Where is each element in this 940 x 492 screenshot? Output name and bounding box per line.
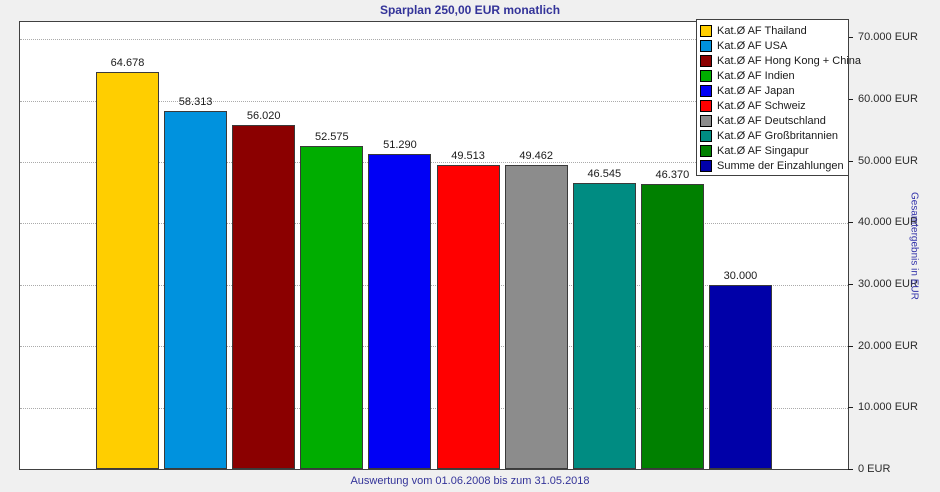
bar-slot: 49.462 [504,22,568,469]
gridline [20,284,848,286]
bar-slot: 46.370 [640,22,704,469]
legend-label: Kat.Ø AF Deutschland [717,114,826,127]
gridline [20,161,848,163]
legend-label: Kat.Ø AF Singapur [717,144,809,157]
gridline [20,407,848,409]
bar-slot: 46.545 [572,22,636,469]
legend-swatch [700,99,712,112]
legend-item: Kat.Ø AF Indien [700,68,845,83]
y-axis-tick-label: 70.000 EUR [858,31,918,44]
bar [232,125,296,469]
y-axis-tick-label: 30.000 EUR [858,277,918,290]
y-axis-tick [848,160,853,162]
y-axis-tick [848,98,853,100]
bar-value-label: 52.575 [315,131,349,144]
gridline [20,39,848,41]
bar [708,284,772,469]
y-axis-title: Gesamtergebnis in EUR [906,21,922,470]
legend-swatch [700,129,712,142]
bar-slot: 30.000 [708,22,772,469]
legend-swatch [700,69,712,82]
y-axis-tick [848,37,853,39]
y-axis-tick-label: 20.000 EUR [858,339,918,352]
bar-value-label: 49.513 [451,150,485,162]
legend-label: Kat.Ø AF Indien [717,69,795,82]
bar-value-label: 51.290 [383,139,417,152]
chart-title: Sparplan 250,00 EUR monatlich [379,3,561,17]
bar [436,165,500,469]
legend-swatch [700,159,712,172]
footer-caption: Auswertung vom 01.06.2008 bis zum 31.05.… [350,475,590,487]
legend-item: Kat.Ø AF Thailand [700,23,845,38]
bar-value-label: 49.462 [519,150,553,163]
y-axis-tick [848,222,853,224]
legend-item: Kat.Ø AF Großbritannien [700,128,845,143]
legend-item: Kat.Ø AF Schweiz [700,98,845,113]
legend-label: Summe der Einzahlungen [717,159,844,172]
gridline [20,100,848,102]
legend-label: Kat.Ø AF Thailand [717,24,807,37]
bar-slot: 51.290 [368,22,432,469]
y-axis: 70.000 EUR 60.000 EUR 50.000 EUR 40.000 EUR… [848,21,940,475]
legend-item: Kat.Ø AF USA [700,38,845,53]
y-axis-tick [848,469,853,470]
legend-swatch [700,144,712,157]
bars-region: 64.678 58.313 56.020 52.575 51.290 49.513 49.4… [96,22,772,469]
bar [640,184,704,469]
legend-item: Kat.Ø AF Hong Kong + China [700,53,861,68]
bar [164,110,228,469]
legend-item: Kat.Ø AF Singapur [700,143,845,158]
legend: Kat.Ø AF Thailand Kat.Ø AF USA Kat.Ø AF Ho… [696,19,861,176]
y-axis-tick-label: 50.000 EUR [858,154,918,167]
legend-swatch [700,54,712,67]
bar-value-label: 30.000 [723,269,758,282]
bar [300,146,364,469]
bar-value-label: 46.370 [655,169,690,182]
legend-label: Kat.Ø AF Großbritannien [717,129,839,142]
legend-swatch [700,39,712,52]
bar-value-label: 56.020 [246,110,281,123]
bar [368,154,432,469]
legend-swatch [700,84,712,97]
legend-swatch [700,114,712,127]
y-axis-tick-label: 40.000 EUR [858,216,918,229]
legend-label: Kat.Ø AF Schweiz [717,99,806,112]
y-axis-title-text: Gesamtergebnis in EUR [908,191,920,300]
gridline [20,223,848,225]
gridline [20,346,848,348]
legend-swatch [700,24,712,37]
bar-slot: 64.678 [96,22,159,469]
bar [572,183,636,469]
legend-item: Summe der Einzahlungen [700,158,845,173]
y-axis-tick [848,345,853,347]
bar-value-label: 64.678 [110,56,145,69]
bar-slot: 58.313 [164,22,228,469]
legend-label: Kat.Ø AF Hong Kong + China [717,54,862,67]
bar-value-label: 58.313 [178,95,213,108]
legend-item: Kat.Ø AF Japan [700,83,845,98]
legend-label: Kat.Ø AF USA [717,39,788,52]
bar [504,165,568,469]
y-axis-tick [848,283,853,285]
bar-slot: 49.513 [436,22,500,469]
legend-item: Kat.Ø AF Deutschland [700,113,845,128]
y-axis-tick-label: 10.000 EUR [858,401,918,414]
y-axis-tick [848,407,853,409]
legend-label: Kat.Ø AF Japan [717,84,795,97]
bar-slot: 56.020 [232,22,296,469]
y-axis-tick-label: 60.000 EUR [858,92,918,105]
bar-value-label: 46.545 [587,168,622,181]
bar [96,71,159,469]
y-axis-tick-label: 0 EUR [858,463,891,475]
bar-slot: 52.575 [300,22,364,469]
